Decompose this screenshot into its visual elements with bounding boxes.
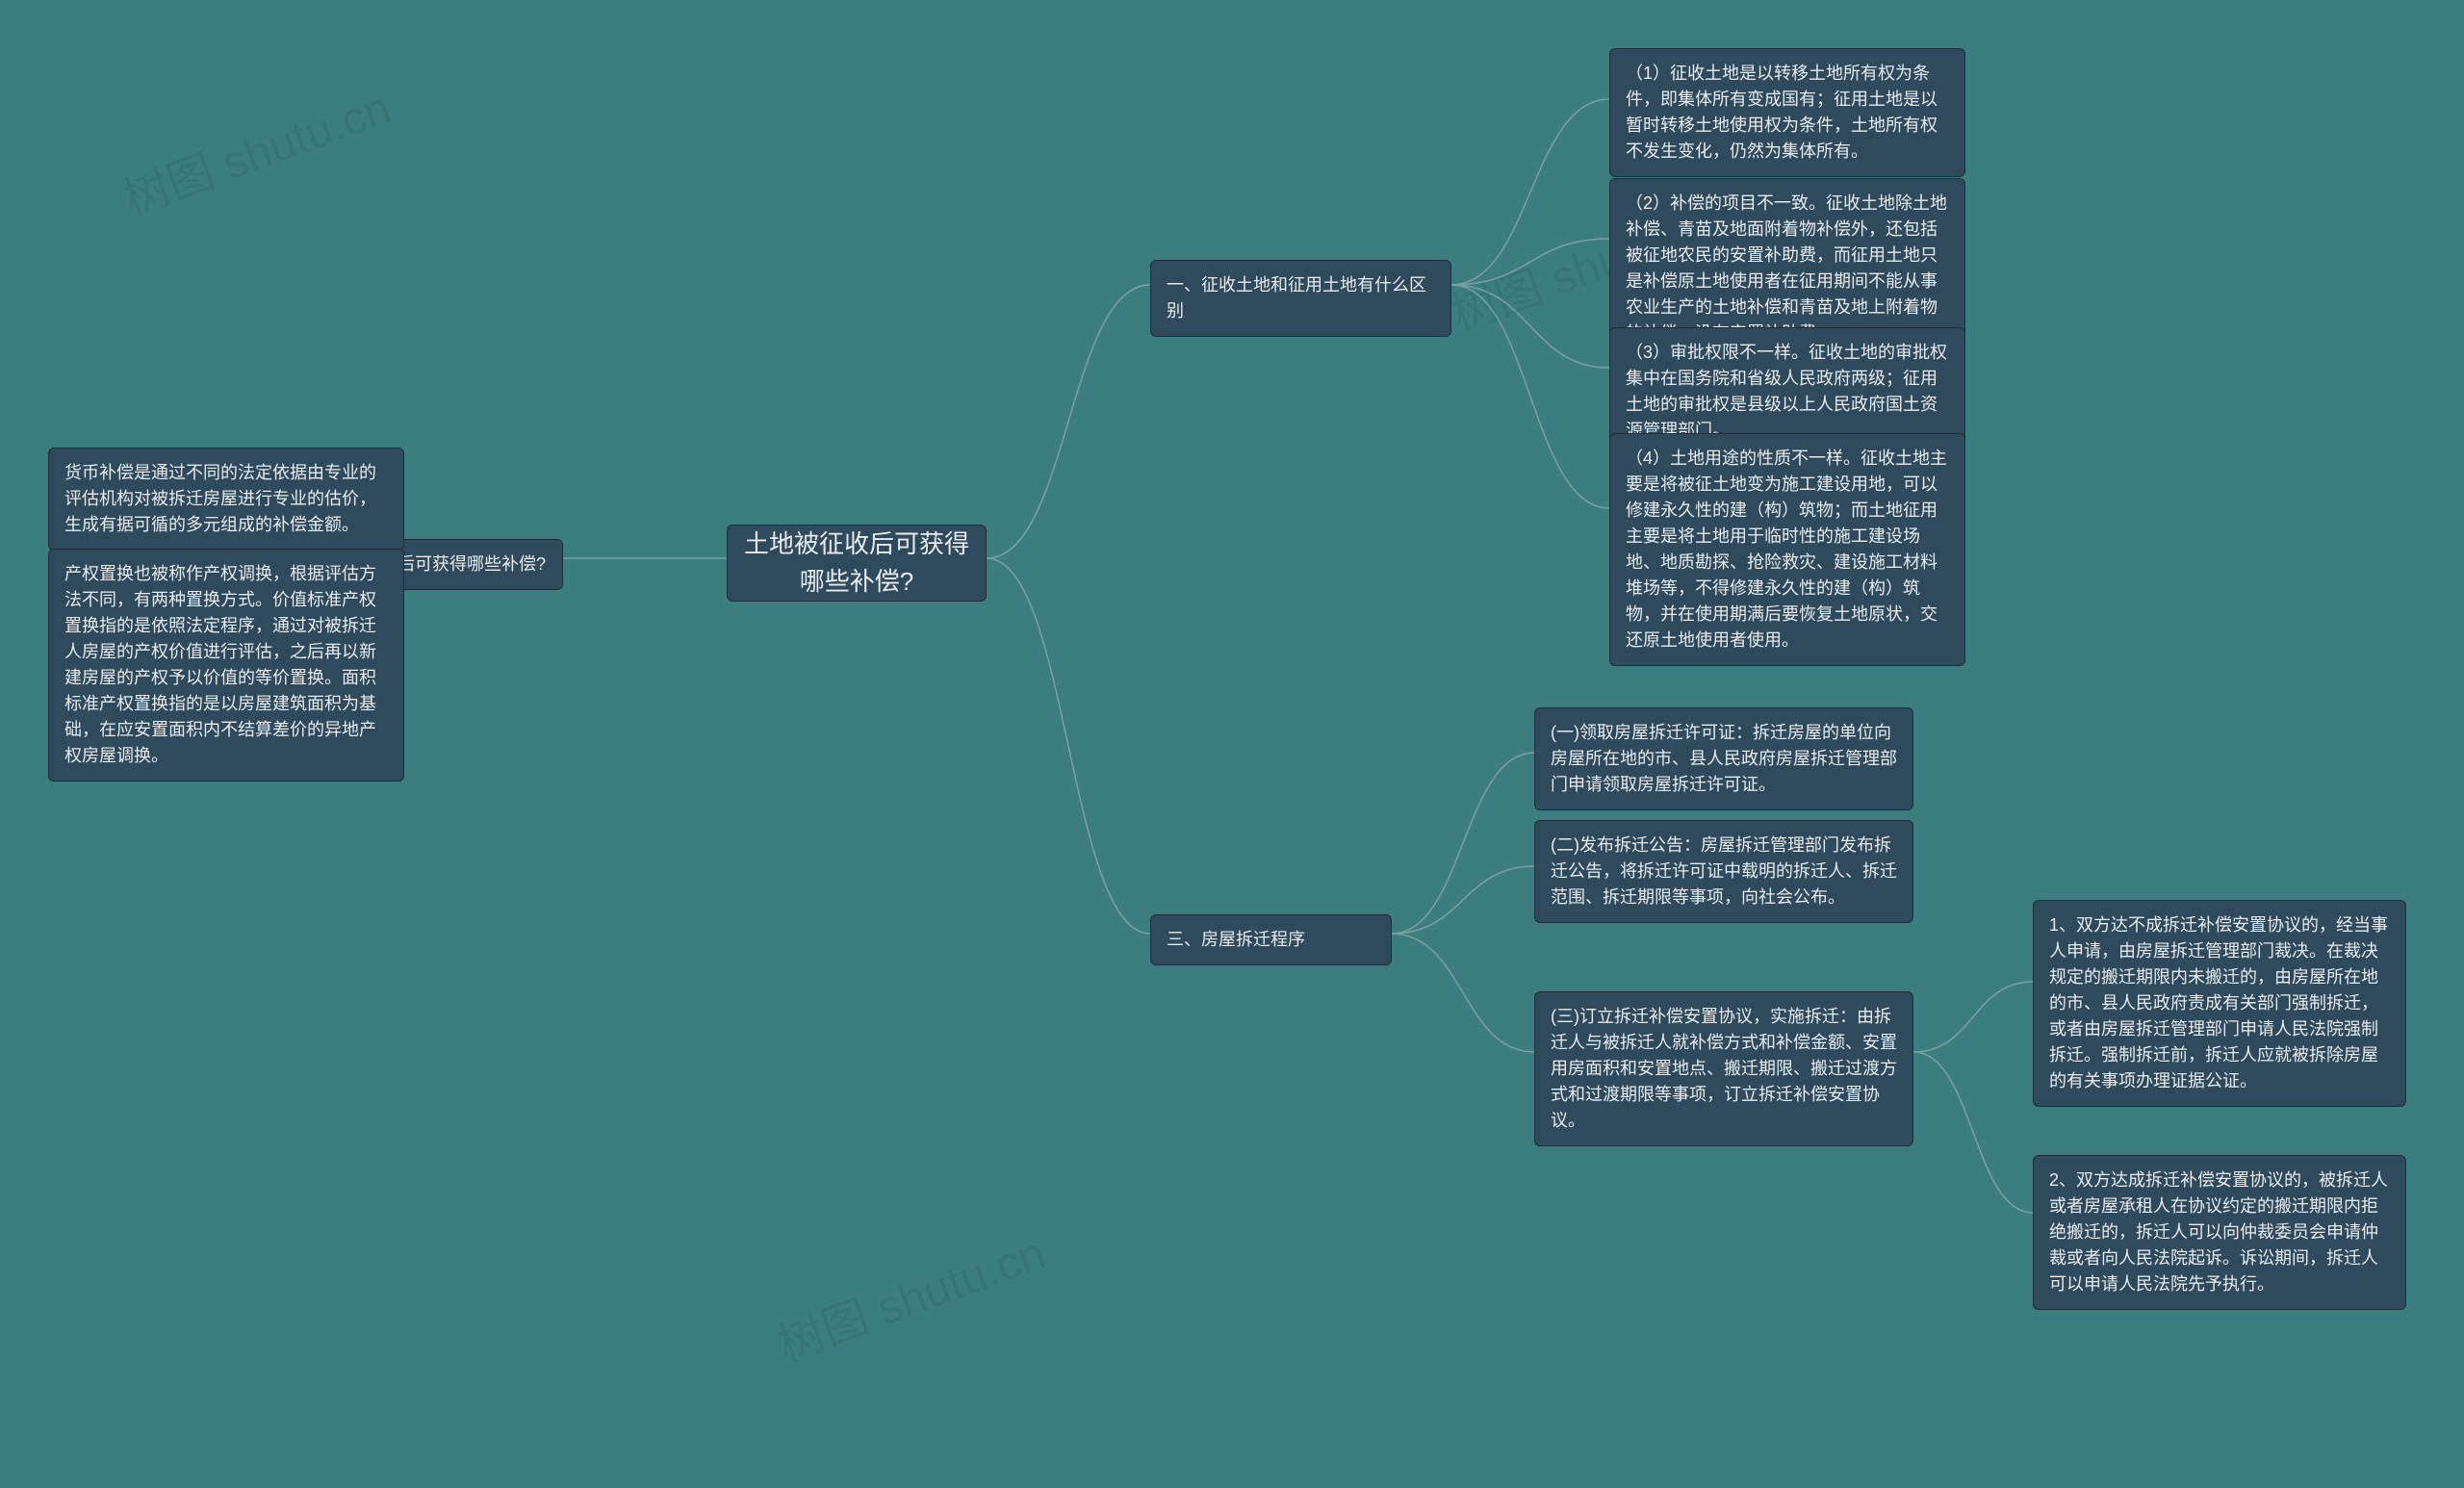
branch3-sub2[interactable]: 2、双方达成拆迁补偿安置协议的，被拆迁人或者房屋承租人在协议约定的搬迁期限内拒绝…	[2033, 1155, 2406, 1310]
branch3-item3-label: (三)订立拆迁补偿安置协议，实施拆迁：由拆迁人与被拆迁人就补偿方式和补偿金额、安…	[1551, 1007, 1897, 1130]
branch3-sub2-label: 2、双方达成拆迁补偿安置协议的，被拆迁人或者房屋承租人在协议约定的搬迁期限内拒绝…	[2049, 1170, 2388, 1294]
watermark: 树图 shutu.cn	[767, 1215, 1053, 1373]
branch2-item2[interactable]: 产权置换也被称作产权调换，根据评估方法不同，有两种置换方式。价值标准产权置换指的…	[48, 549, 404, 782]
branch2-item1-label: 货币补偿是通过不同的法定依据由专业的评估机构对被拆迁房屋进行专业的估价，生成有据…	[64, 463, 376, 534]
branch3-sub1-label: 1、双方达不成拆迁补偿安置协议的，经当事人申请，由房屋拆迁管理部门裁决。在裁决规…	[2049, 915, 2388, 1090]
branch3-item2[interactable]: (二)发布拆迁公告：房屋拆迁管理部门发布拆迁公告，将拆迁许可证中载明的拆迁人、拆…	[1534, 820, 1913, 923]
branch1-item3-label: （3）审批权限不一样。征收土地的审批权集中在国务院和省级人民政府两级；征用土地的…	[1626, 343, 1947, 440]
root-label: 土地被征收后可获得哪些补偿?	[743, 526, 970, 601]
branch1-item1-label: （1）征收土地是以转移土地所有权为条件，即集体所有变成国有；征用土地是以暂时转移…	[1626, 64, 1938, 161]
branch3-item1[interactable]: (一)领取房屋拆迁许可证：拆迁房屋的单位向房屋所在地的市、县人民政府房屋拆迁管理…	[1534, 707, 1913, 810]
branch3-item3[interactable]: (三)订立拆迁补偿安置协议，实施拆迁：由拆迁人与被拆迁人就补偿方式和补偿金额、安…	[1534, 991, 1913, 1146]
branch3-title[interactable]: 三、房屋拆迁程序	[1150, 914, 1392, 965]
branch1-item4-label: （4）土地用途的性质不一样。征收土地主要是将被征土地变为施工建设用地，可以修建永…	[1626, 449, 1947, 650]
branch1-item2-label: （2）补偿的项目不一致。征收土地除土地补偿、青苗及地面附着物补偿外，还包括被征地…	[1626, 193, 1947, 343]
branch1-item4[interactable]: （4）土地用途的性质不一样。征收土地主要是将被征土地变为施工建设用地，可以修建永…	[1609, 433, 1965, 666]
root-node[interactable]: 土地被征收后可获得哪些补偿?	[727, 525, 987, 602]
branch3-item1-label: (一)领取房屋拆迁许可证：拆迁房屋的单位向房屋所在地的市、县人民政府房屋拆迁管理…	[1551, 723, 1897, 794]
branch3-sub1[interactable]: 1、双方达不成拆迁补偿安置协议的，经当事人申请，由房屋拆迁管理部门裁决。在裁决规…	[2033, 900, 2406, 1107]
branch3-title-label: 三、房屋拆迁程序	[1167, 930, 1305, 949]
branch2-item2-label: 产权置换也被称作产权调换，根据评估方法不同，有两种置换方式。价值标准产权置换指的…	[64, 564, 376, 765]
branch1-title[interactable]: 一、征收土地和征用土地有什么区别	[1150, 260, 1451, 337]
watermark: 树图 shutu.cn	[113, 69, 398, 228]
branch3-item2-label: (二)发布拆迁公告：房屋拆迁管理部门发布拆迁公告，将拆迁许可证中载明的拆迁人、拆…	[1551, 835, 1897, 907]
branch1-title-label: 一、征收土地和征用土地有什么区别	[1167, 275, 1426, 321]
branch2-item1[interactable]: 货币补偿是通过不同的法定依据由专业的评估机构对被拆迁房屋进行专业的估价，生成有据…	[48, 448, 404, 551]
branch1-item1[interactable]: （1）征收土地是以转移土地所有权为条件，即集体所有变成国有；征用土地是以暂时转移…	[1609, 48, 1965, 177]
